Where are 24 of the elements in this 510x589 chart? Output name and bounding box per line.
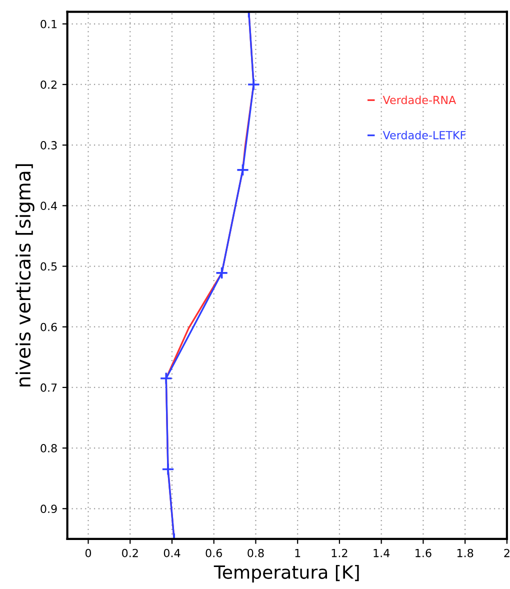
y-tick-label: 0.8 (40, 444, 57, 452)
x-tick-label: 0.6 (206, 548, 222, 558)
x-tick-label: 0.8 (248, 548, 264, 558)
legend-label: Verdade-LETKF (382, 130, 466, 140)
y-tick-label: 0.1 (40, 20, 57, 28)
y-tick-label: 0.7 (40, 383, 57, 392)
x-tick-label: 0.2 (122, 548, 138, 558)
y-tick-label: 0.3 (40, 141, 57, 150)
x-tick-label: 1.6 (416, 548, 432, 558)
y-tick-label: 0.6 (40, 322, 57, 332)
x-axis-title: Temperatura [K] (214, 564, 359, 582)
x-tick-label: 0 (85, 548, 92, 558)
x-tick-label: 1 (295, 549, 300, 558)
y-tick-label: 0.9 (40, 504, 57, 514)
x-tick-label: 2 (504, 548, 510, 558)
y-tick-label: 0.2 (40, 80, 56, 89)
x-tick-label: 1.8 (457, 548, 474, 558)
y-tick-label: 0.4 (40, 202, 57, 210)
x-tick-label: 1.4 (374, 549, 390, 558)
y-tick-label: 0.5 (40, 262, 57, 271)
y-axis-title: niveis verticais [sigma] (16, 164, 34, 386)
x-tick-label: 1.2 (332, 548, 348, 558)
x-tick-label: 0.4 (164, 548, 180, 558)
legend-label: Verdade-RNA (382, 96, 456, 104)
